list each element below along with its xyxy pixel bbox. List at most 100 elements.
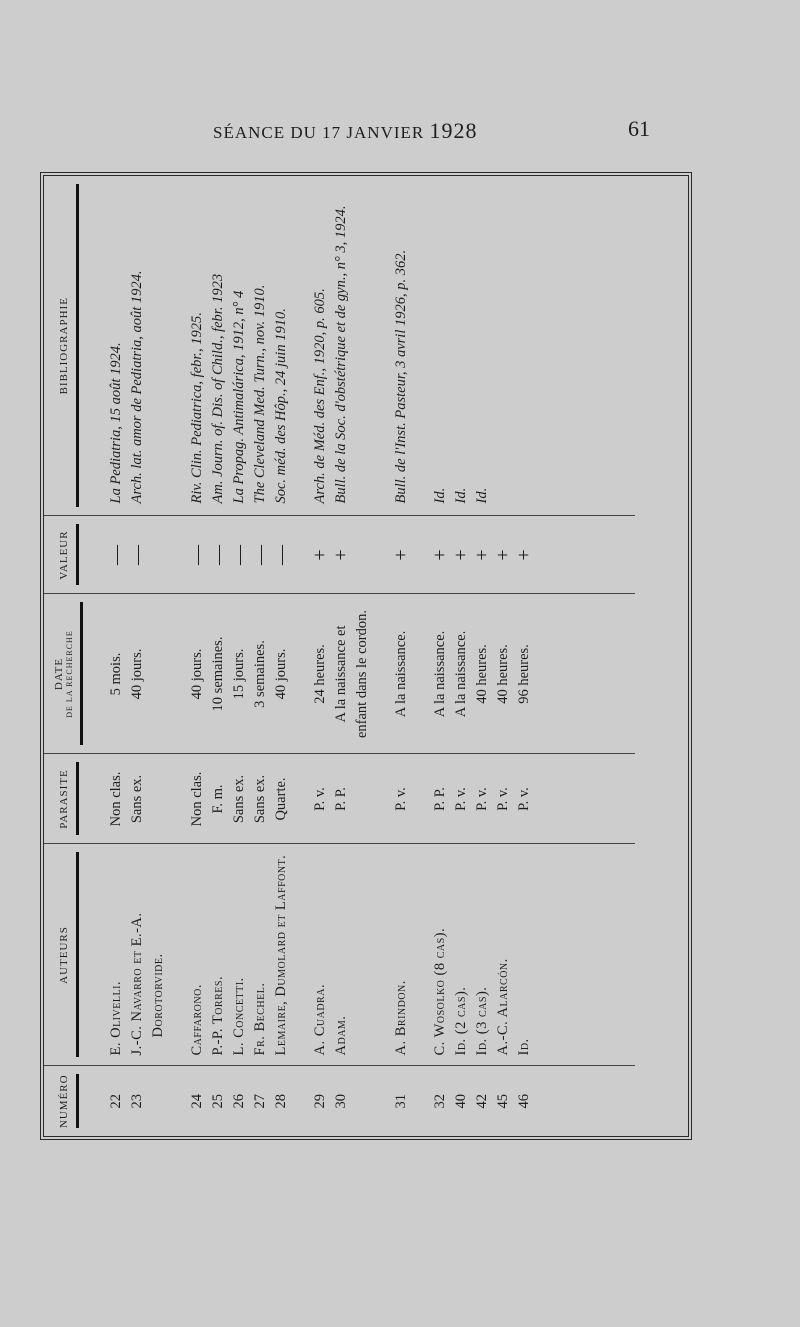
cell-auteurs: A. Cuadra. xyxy=(310,844,331,1066)
cell-bibliographie: Soc. méd. des Hôp., 24 juin 1910. xyxy=(271,176,310,516)
filler-cell xyxy=(535,594,635,754)
table-row: 26 L. Concetti. Sans ex. 15 jours. — La Propa… xyxy=(228,176,250,1136)
cell-auteurs: C. Wosolko (8 cas). xyxy=(430,844,451,1066)
cell-auteurs: Id. xyxy=(514,844,535,1066)
cell-parasite: Sans ex. xyxy=(229,754,250,844)
cell-date: 40 jours. xyxy=(127,594,187,754)
header-date: DATE DE LA RECHERCHE xyxy=(44,594,92,754)
cell-valeur: + xyxy=(471,516,493,594)
cell-date: 40 jours. xyxy=(271,594,310,754)
cell-parasite: Non clas. xyxy=(187,754,208,844)
filler-cell xyxy=(535,844,635,1066)
cell-parasite: F. m. xyxy=(208,754,229,844)
table-row: 28 Lemaire, Dumolard et Laffont. Quarte. 40… xyxy=(270,176,310,1136)
cell-date: 3 semaines. xyxy=(250,594,271,754)
cell-valeur: + xyxy=(390,516,430,594)
cell-auteurs: J.-C. Navarro et E.-A. Dorotorvide. xyxy=(127,844,187,1066)
cell-auteurs: Lemaire, Dumolard et Laffont. xyxy=(271,844,310,1066)
cell-date: 40 heures. xyxy=(493,594,514,754)
header-auteurs: AUTEURS xyxy=(44,844,92,1066)
header-numero: NUMÉRO xyxy=(44,1066,92,1136)
cell-valeur: — xyxy=(270,516,310,594)
rotated-table-frame: NUMÉRO AUTEURS PARASITE DATE DE LA RECHER… xyxy=(40,172,692,1140)
cell-parasite: P. v. xyxy=(391,754,430,844)
header-valeur: VALEUR xyxy=(44,516,92,594)
cell-bibliographie: La Propag. Antimalárica, 1912, n° 4 xyxy=(229,176,250,516)
cell-auteurs: A. Brindon. xyxy=(391,844,430,1066)
cell-numero: 22 xyxy=(108,1094,124,1109)
cell-date: 10 semaines. xyxy=(208,594,229,754)
cell-numero: 29 xyxy=(312,1094,328,1109)
table-row: 46 Id. P. v. 96 heures. + xyxy=(513,176,535,1136)
cell-valeur: — xyxy=(126,516,187,594)
cell-date: 96 heures. xyxy=(514,594,535,754)
table-header-row: NUMÉRO AUTEURS PARASITE DATE DE LA RECHER… xyxy=(44,176,92,1136)
cell-date: A la naissance. xyxy=(430,594,451,754)
cell-bibliographie: Id. xyxy=(472,176,493,516)
cell-valeur: + xyxy=(513,516,535,594)
cell-auteurs: A.-C. Alarcón. xyxy=(493,844,514,1066)
cell-date: 24 heures. xyxy=(310,594,331,754)
table-row: 30 Adam. P. P. A la naissance et enfant dan… xyxy=(330,176,391,1136)
cell-parasite: P. v. xyxy=(310,754,331,844)
cell-parasite: P. v. xyxy=(451,754,472,844)
cell-parasite: Sans ex. xyxy=(250,754,271,844)
cell-auteurs: L. Concetti. xyxy=(229,844,250,1066)
cell-numero: 30 xyxy=(333,1094,349,1109)
cell-parasite: P. v. xyxy=(514,754,535,844)
cell-auteurs: Adam. xyxy=(331,844,391,1066)
cell-date: 5 mois. xyxy=(92,594,127,754)
cell-valeur: — xyxy=(207,516,229,594)
table-row: 32 C. Wosolko (8 cas). P. P. A la naissance… xyxy=(429,176,451,1136)
cell-numero: 40 xyxy=(453,1094,469,1109)
cell-numero: 28 xyxy=(273,1094,289,1109)
cell-date: 40 heures. xyxy=(472,594,493,754)
cell-numero: 42 xyxy=(474,1094,490,1109)
cell-parasite: P. P. xyxy=(430,754,451,844)
cell-parasite: P. v. xyxy=(493,754,514,844)
cell-bibliographie xyxy=(493,176,514,516)
running-head: SÉANCE DU 17 JANVIER 1928 xyxy=(213,118,478,144)
cell-bibliographie: The Cleveland Med. Turn., nov. 1910. xyxy=(250,176,271,516)
header-bibliographie: BIBLIOGRAPHIE xyxy=(44,176,92,516)
cell-auteurs: Caffarono. xyxy=(187,844,208,1066)
cell-numero: 23 xyxy=(129,1094,145,1109)
cell-parasite: P. P. xyxy=(331,754,391,844)
table-filler-row xyxy=(535,176,635,1136)
cell-parasite: Non clas. xyxy=(92,754,127,844)
cell-bibliographie: Bull. de la Soc. d'obstétrique et de gyn… xyxy=(331,176,391,516)
cell-numero: 31 xyxy=(393,1094,409,1109)
cell-bibliographie: Riv. Clin. Pediatrica, febr., 1925. xyxy=(187,176,208,516)
cell-auteurs: Id. (2 cas). xyxy=(451,844,472,1066)
cell-numero: 32 xyxy=(432,1094,448,1109)
table-row: 25 P.-P. Torres. F. m. 10 semaines. — Am. Jou… xyxy=(207,176,229,1136)
cases-table: NUMÉRO AUTEURS PARASITE DATE DE LA RECHER… xyxy=(44,176,635,1136)
cell-numero: 26 xyxy=(231,1094,247,1109)
page-number: 61 xyxy=(628,116,650,141)
cell-parasite: Quarte. xyxy=(271,754,310,844)
cell-bibliographie: Bull. de l'Inst. Pasteur, 3 avril 1926, … xyxy=(391,176,430,516)
cell-date: A la naissance. xyxy=(451,594,472,754)
filler-cell xyxy=(535,176,635,516)
cell-date: 40 jours. xyxy=(187,594,208,754)
cell-date: A la naissance. xyxy=(391,594,430,754)
table-row: 29 A. Cuadra. P. v. 24 heures. + Arch. de Méd… xyxy=(309,176,331,1136)
cell-auteurs: Id. (3 cas). xyxy=(472,844,493,1066)
cell-valeur: + xyxy=(309,516,331,594)
cell-auteurs: E. Olivelli. xyxy=(92,844,127,1066)
cell-numero: 46 xyxy=(516,1094,532,1109)
cell-valeur: + xyxy=(330,516,391,594)
table-row: 22 E. Olivelli. Non clas. 5 mois. — La Pediat… xyxy=(92,176,127,1136)
cell-numero: 25 xyxy=(210,1094,226,1109)
cell-numero: 27 xyxy=(252,1094,268,1109)
cell-date: 15 jours. xyxy=(229,594,250,754)
cell-valeur: — xyxy=(186,516,208,594)
table-row: 31 A. Brindon. P. v. A la naissance. + Bull. … xyxy=(390,176,430,1136)
cell-bibliographie: Id. xyxy=(451,176,472,516)
cell-valeur: + xyxy=(450,516,472,594)
table-row: 23 J.-C. Navarro et E.-A. Dorotorvide. San… xyxy=(126,176,187,1136)
cell-numero: 24 xyxy=(189,1094,205,1109)
cell-bibliographie: Arch. de Méd. des Enf., 1920, p. 605. xyxy=(310,176,331,516)
cell-auteurs: P.-P. Torres. xyxy=(208,844,229,1066)
cell-numero: 45 xyxy=(495,1094,511,1109)
